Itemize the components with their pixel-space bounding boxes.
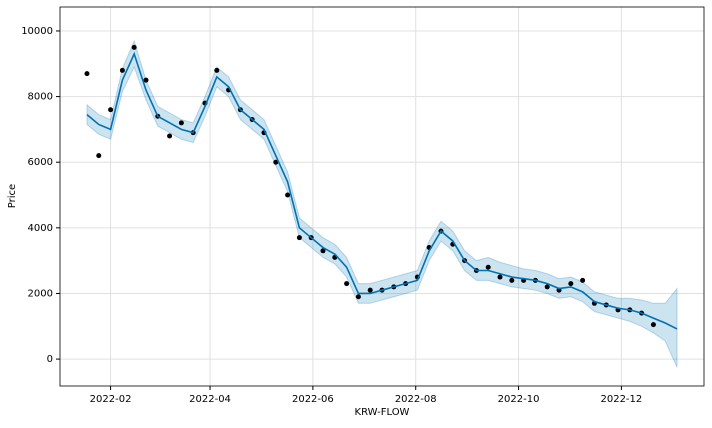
observed-point xyxy=(167,133,173,139)
y-tick-label: 4000 xyxy=(28,223,53,234)
uncertainty-band xyxy=(86,39,678,368)
observed-point xyxy=(143,77,149,83)
observed-point xyxy=(131,44,137,50)
observed-point xyxy=(544,284,550,290)
observed-point xyxy=(108,107,114,113)
y-tick-label: 2000 xyxy=(28,288,53,299)
y-tick-label: 6000 xyxy=(28,157,53,168)
y-axis-label: Price xyxy=(7,184,18,208)
y-tick-label: 0 xyxy=(47,354,53,365)
y-tick-label: 8000 xyxy=(28,92,53,103)
observed-point xyxy=(273,159,279,165)
observed-point xyxy=(214,67,220,73)
observed-point xyxy=(568,281,574,287)
x-tick-label: 2022-02 xyxy=(90,394,132,405)
observed-point xyxy=(367,287,373,293)
observed-point xyxy=(509,277,515,283)
x-tick-label: 2022-06 xyxy=(292,394,334,405)
x-tick-label: 2022-04 xyxy=(189,394,231,405)
forecast-line xyxy=(86,51,678,330)
x-tick-label: 2022-10 xyxy=(498,394,540,405)
observed-point xyxy=(84,71,90,77)
x-axis-label: KRW-FLOW xyxy=(355,407,410,418)
x-tick-label: 2022-08 xyxy=(395,394,437,405)
observed-point xyxy=(650,322,656,328)
observed-point xyxy=(580,277,586,283)
plot-frame xyxy=(59,6,705,387)
observed-point xyxy=(344,281,350,287)
y-tick-label: 10000 xyxy=(21,26,53,37)
observed-point xyxy=(497,274,503,280)
observed-point xyxy=(320,248,326,254)
observed-point xyxy=(96,153,102,159)
observed-point xyxy=(296,235,302,241)
observed-point xyxy=(485,264,491,270)
x-tick-label: 2022-12 xyxy=(600,394,642,405)
observed-point xyxy=(355,294,361,300)
observed-point xyxy=(178,120,184,126)
observed-point xyxy=(285,192,291,198)
observed-point xyxy=(119,67,125,73)
